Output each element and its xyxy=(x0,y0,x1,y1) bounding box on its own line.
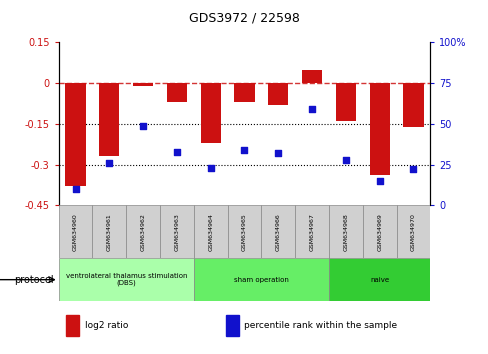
Text: GDS3972 / 22598: GDS3972 / 22598 xyxy=(189,12,299,25)
FancyBboxPatch shape xyxy=(396,205,429,258)
Text: GSM634966: GSM634966 xyxy=(275,213,280,251)
Point xyxy=(307,107,315,112)
FancyBboxPatch shape xyxy=(92,205,126,258)
Bar xyxy=(225,315,239,336)
Text: GSM634968: GSM634968 xyxy=(343,213,347,251)
Point xyxy=(139,123,147,129)
Bar xyxy=(200,83,221,143)
Point xyxy=(274,150,282,156)
Point xyxy=(105,160,113,166)
Bar xyxy=(66,315,79,336)
Bar xyxy=(267,83,288,105)
Text: log2 ratio: log2 ratio xyxy=(84,321,128,330)
Bar xyxy=(99,83,119,156)
Bar xyxy=(133,83,153,86)
Text: GSM634967: GSM634967 xyxy=(309,213,314,251)
Bar xyxy=(403,83,423,127)
FancyBboxPatch shape xyxy=(126,205,160,258)
Text: sham operation: sham operation xyxy=(233,277,288,282)
FancyBboxPatch shape xyxy=(193,258,328,301)
Text: GSM634962: GSM634962 xyxy=(141,213,145,251)
Point xyxy=(408,167,416,172)
FancyBboxPatch shape xyxy=(193,205,227,258)
Text: GSM634965: GSM634965 xyxy=(242,213,246,251)
Text: GSM634969: GSM634969 xyxy=(376,213,381,251)
Bar xyxy=(166,83,187,102)
FancyBboxPatch shape xyxy=(59,258,193,301)
Point xyxy=(72,186,80,192)
Bar xyxy=(234,83,254,102)
Text: GSM634963: GSM634963 xyxy=(174,213,179,251)
FancyBboxPatch shape xyxy=(59,205,92,258)
Bar xyxy=(335,83,355,121)
Text: percentile rank within the sample: percentile rank within the sample xyxy=(244,321,397,330)
FancyBboxPatch shape xyxy=(328,258,429,301)
Bar xyxy=(301,70,322,83)
Text: ventrolateral thalamus stimulation
(DBS): ventrolateral thalamus stimulation (DBS) xyxy=(65,273,186,286)
FancyBboxPatch shape xyxy=(227,205,261,258)
Point xyxy=(173,149,181,154)
FancyBboxPatch shape xyxy=(160,205,193,258)
Text: protocol: protocol xyxy=(14,275,54,285)
FancyBboxPatch shape xyxy=(328,205,362,258)
Bar xyxy=(65,83,85,186)
Text: GSM634964: GSM634964 xyxy=(208,213,213,251)
Point xyxy=(375,178,383,184)
Point xyxy=(206,165,214,171)
Text: GSM634970: GSM634970 xyxy=(410,213,415,251)
Point xyxy=(341,157,349,162)
Bar xyxy=(369,83,389,176)
Text: naive: naive xyxy=(369,277,388,282)
Text: GSM634960: GSM634960 xyxy=(73,213,78,251)
Text: GSM634961: GSM634961 xyxy=(107,213,112,251)
FancyBboxPatch shape xyxy=(362,205,396,258)
FancyBboxPatch shape xyxy=(295,205,328,258)
Point xyxy=(240,147,248,153)
FancyBboxPatch shape xyxy=(261,205,295,258)
